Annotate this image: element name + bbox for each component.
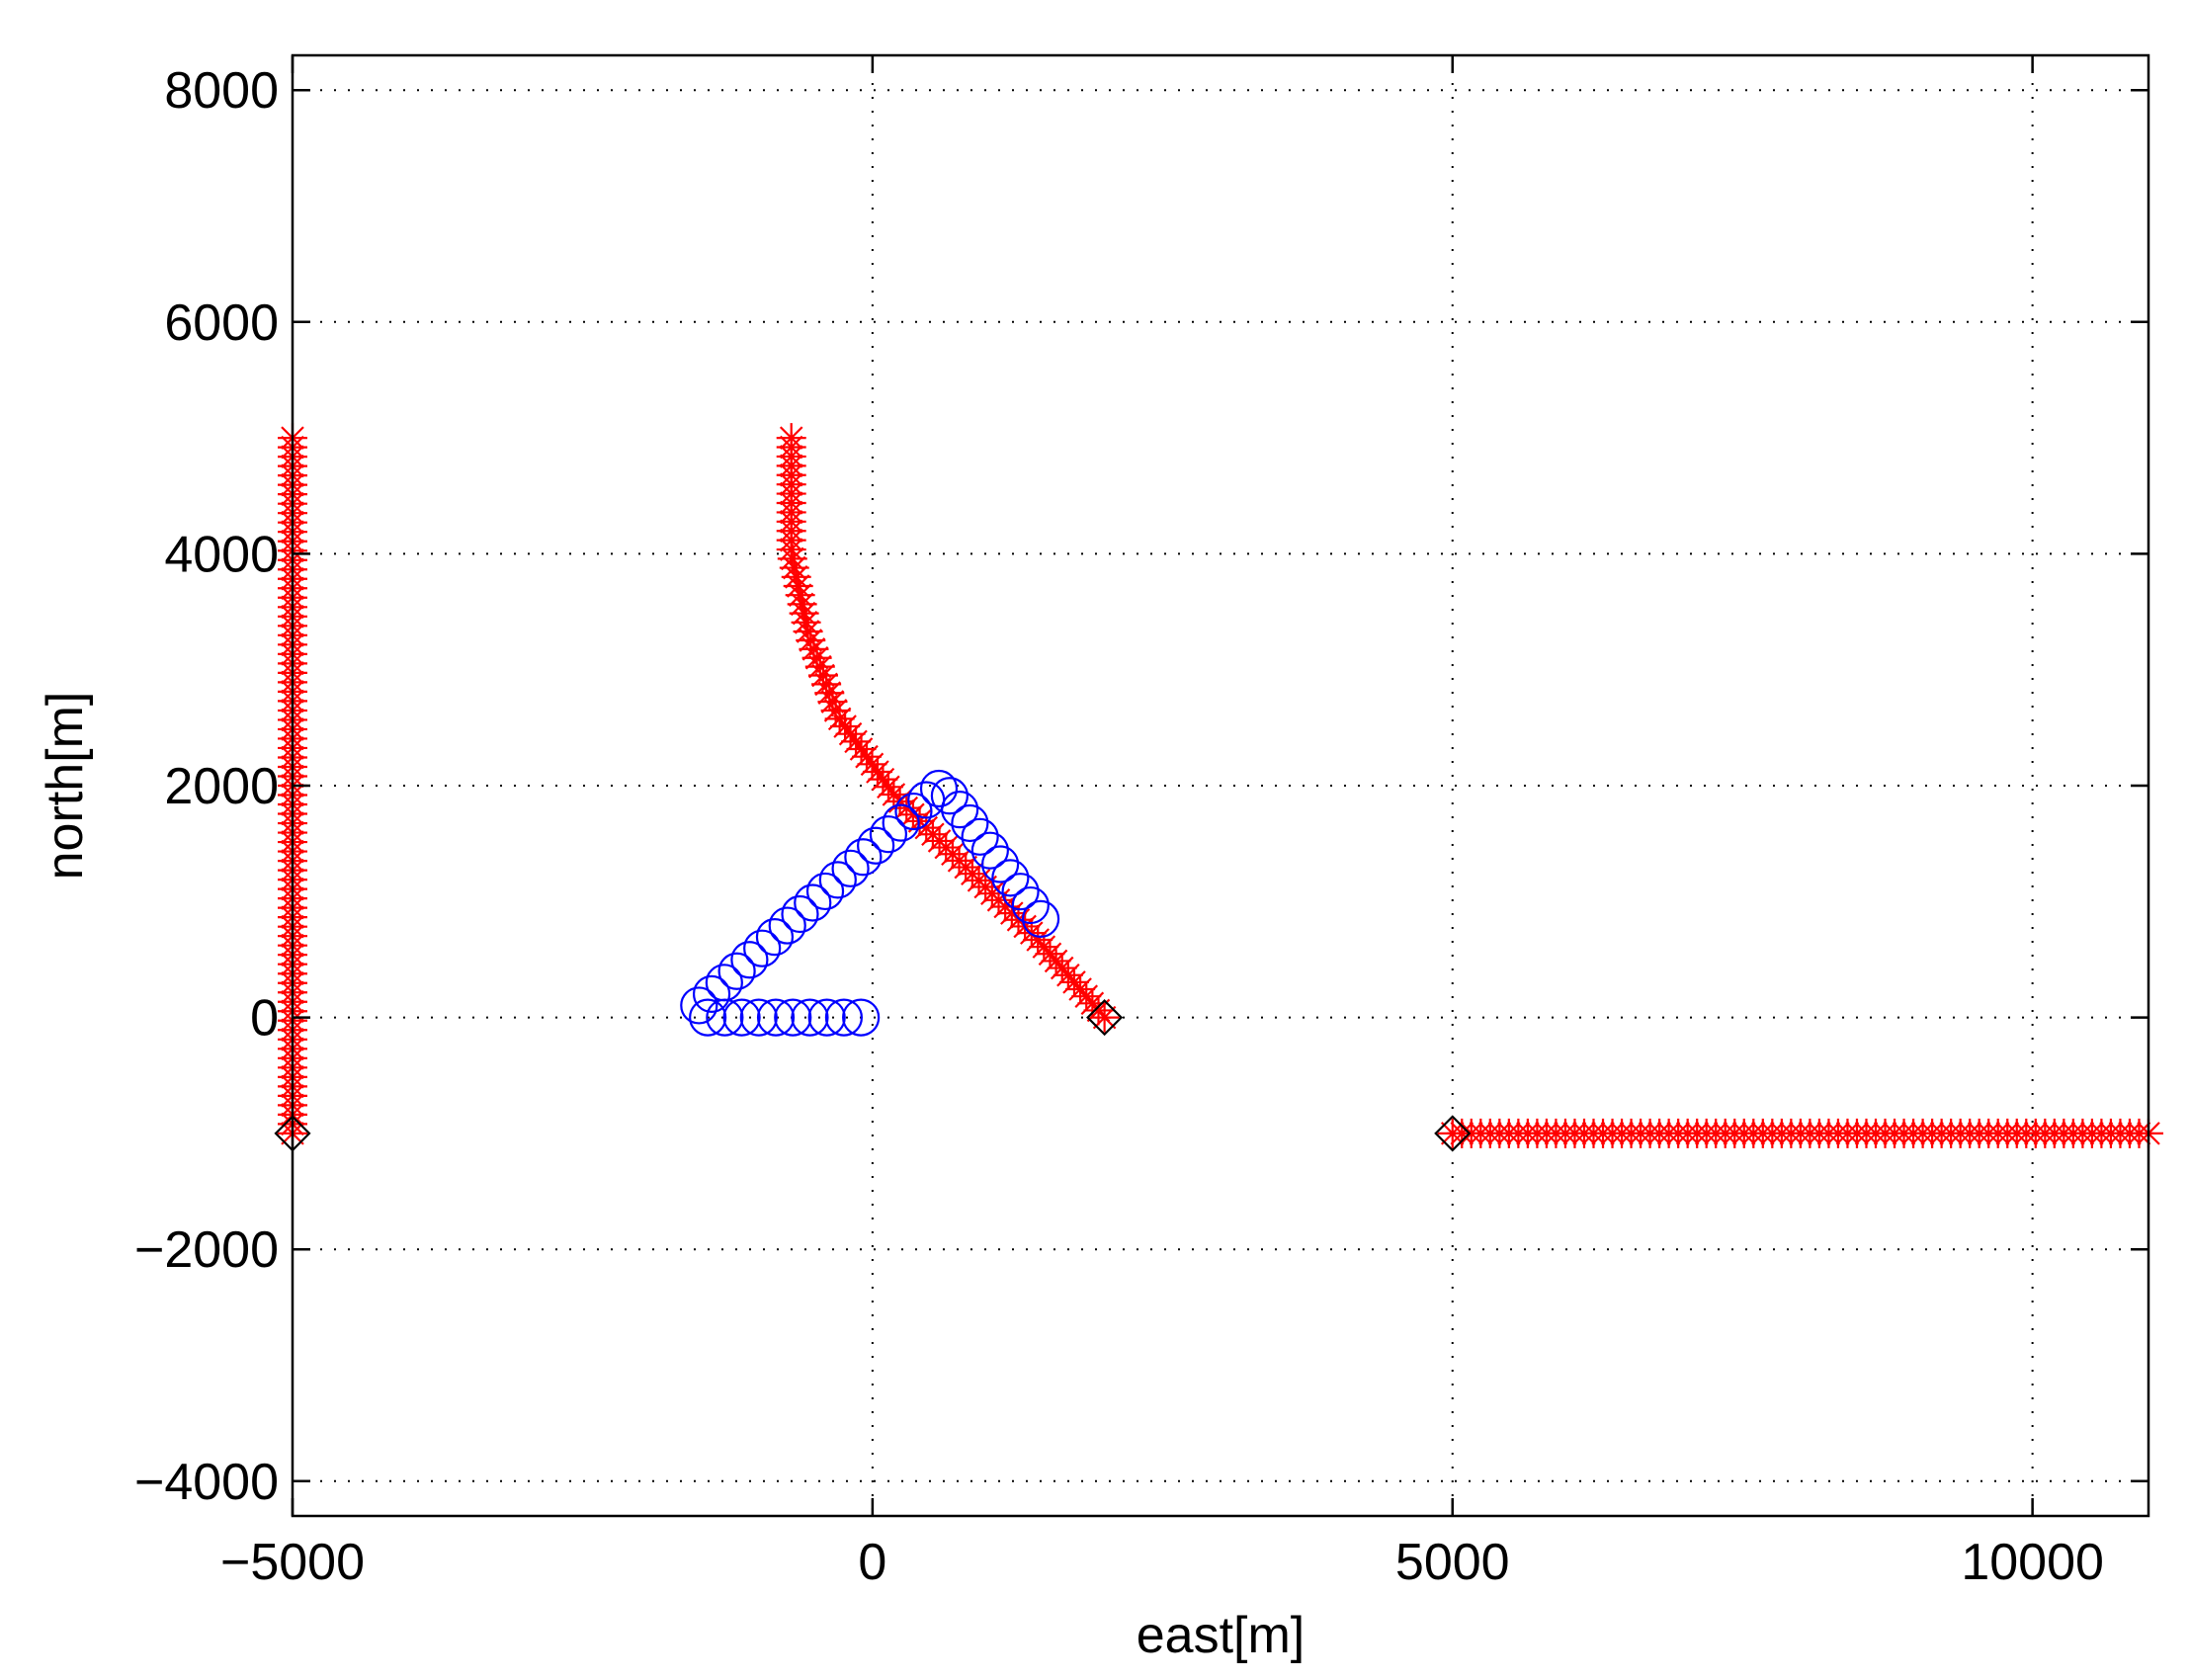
circle-marker bbox=[1021, 899, 1060, 938]
circle-marker bbox=[794, 883, 832, 922]
circle-marker bbox=[831, 849, 870, 887]
y-axis-title: north[m] bbox=[37, 692, 94, 881]
circle-marker bbox=[1001, 873, 1040, 911]
circle-marker bbox=[791, 998, 829, 1037]
y-tick-label: 0 bbox=[250, 990, 279, 1048]
x-tick-label: −5000 bbox=[220, 1534, 365, 1591]
y-tick-label: 2000 bbox=[164, 758, 279, 815]
asterisk-marker bbox=[799, 633, 829, 664]
grid-lines bbox=[292, 55, 2148, 1516]
circle-marker bbox=[755, 918, 795, 957]
circle-marker bbox=[689, 998, 727, 1037]
asterisk-marker bbox=[776, 423, 806, 454]
circle-marker bbox=[869, 815, 908, 854]
axis-ticks: −5000 0 5000 10000 −4000 −2000 0 2000 4000 6000 80… bbox=[134, 55, 2148, 1591]
circle-marker bbox=[824, 998, 864, 1037]
circle-marker bbox=[807, 998, 846, 1037]
circle-marker bbox=[1011, 885, 1050, 925]
circle-marker bbox=[774, 998, 812, 1037]
circle-marker bbox=[739, 998, 778, 1037]
circle-marker bbox=[941, 791, 979, 829]
diamond-marker bbox=[1086, 999, 1124, 1037]
circle-marker bbox=[844, 838, 883, 877]
circle-marker bbox=[805, 872, 845, 911]
circle-marker bbox=[930, 777, 969, 815]
circle-marker bbox=[730, 941, 769, 979]
y-tick-label: 8000 bbox=[164, 62, 279, 120]
circle-marker bbox=[722, 998, 761, 1037]
circle-marker bbox=[680, 986, 718, 1025]
y-tick-label: 4000 bbox=[164, 526, 279, 583]
circle-marker bbox=[919, 769, 959, 808]
diamond-marker bbox=[1434, 1115, 1472, 1152]
circle-marker bbox=[970, 831, 1009, 870]
circle-marker bbox=[842, 998, 881, 1037]
circle-marker bbox=[717, 952, 756, 990]
circle-marker bbox=[781, 894, 819, 934]
x-tick-label: 10000 bbox=[1961, 1534, 2104, 1591]
circle-marker bbox=[951, 803, 989, 843]
circle-marker bbox=[857, 826, 895, 865]
y-tick-label: 6000 bbox=[164, 294, 279, 352]
y-tick-label: −4000 bbox=[134, 1454, 279, 1511]
circle-marker bbox=[981, 845, 1020, 883]
x-tick-label: 0 bbox=[858, 1534, 886, 1591]
circle-marker bbox=[991, 859, 1030, 897]
circle-marker bbox=[818, 861, 857, 899]
circle-marker bbox=[692, 974, 731, 1013]
y-tick-label: −2000 bbox=[134, 1221, 279, 1279]
circle-marker bbox=[756, 998, 796, 1037]
circle-marker bbox=[894, 792, 933, 831]
circle-marker bbox=[882, 803, 920, 842]
circle-marker bbox=[961, 817, 999, 856]
x-tick-label: 5000 bbox=[1395, 1534, 1510, 1591]
x-axis-title: east[m] bbox=[1137, 1607, 1306, 1664]
circle-marker bbox=[743, 929, 782, 967]
circle-marker bbox=[705, 964, 743, 1002]
circle-marker bbox=[768, 906, 806, 945]
